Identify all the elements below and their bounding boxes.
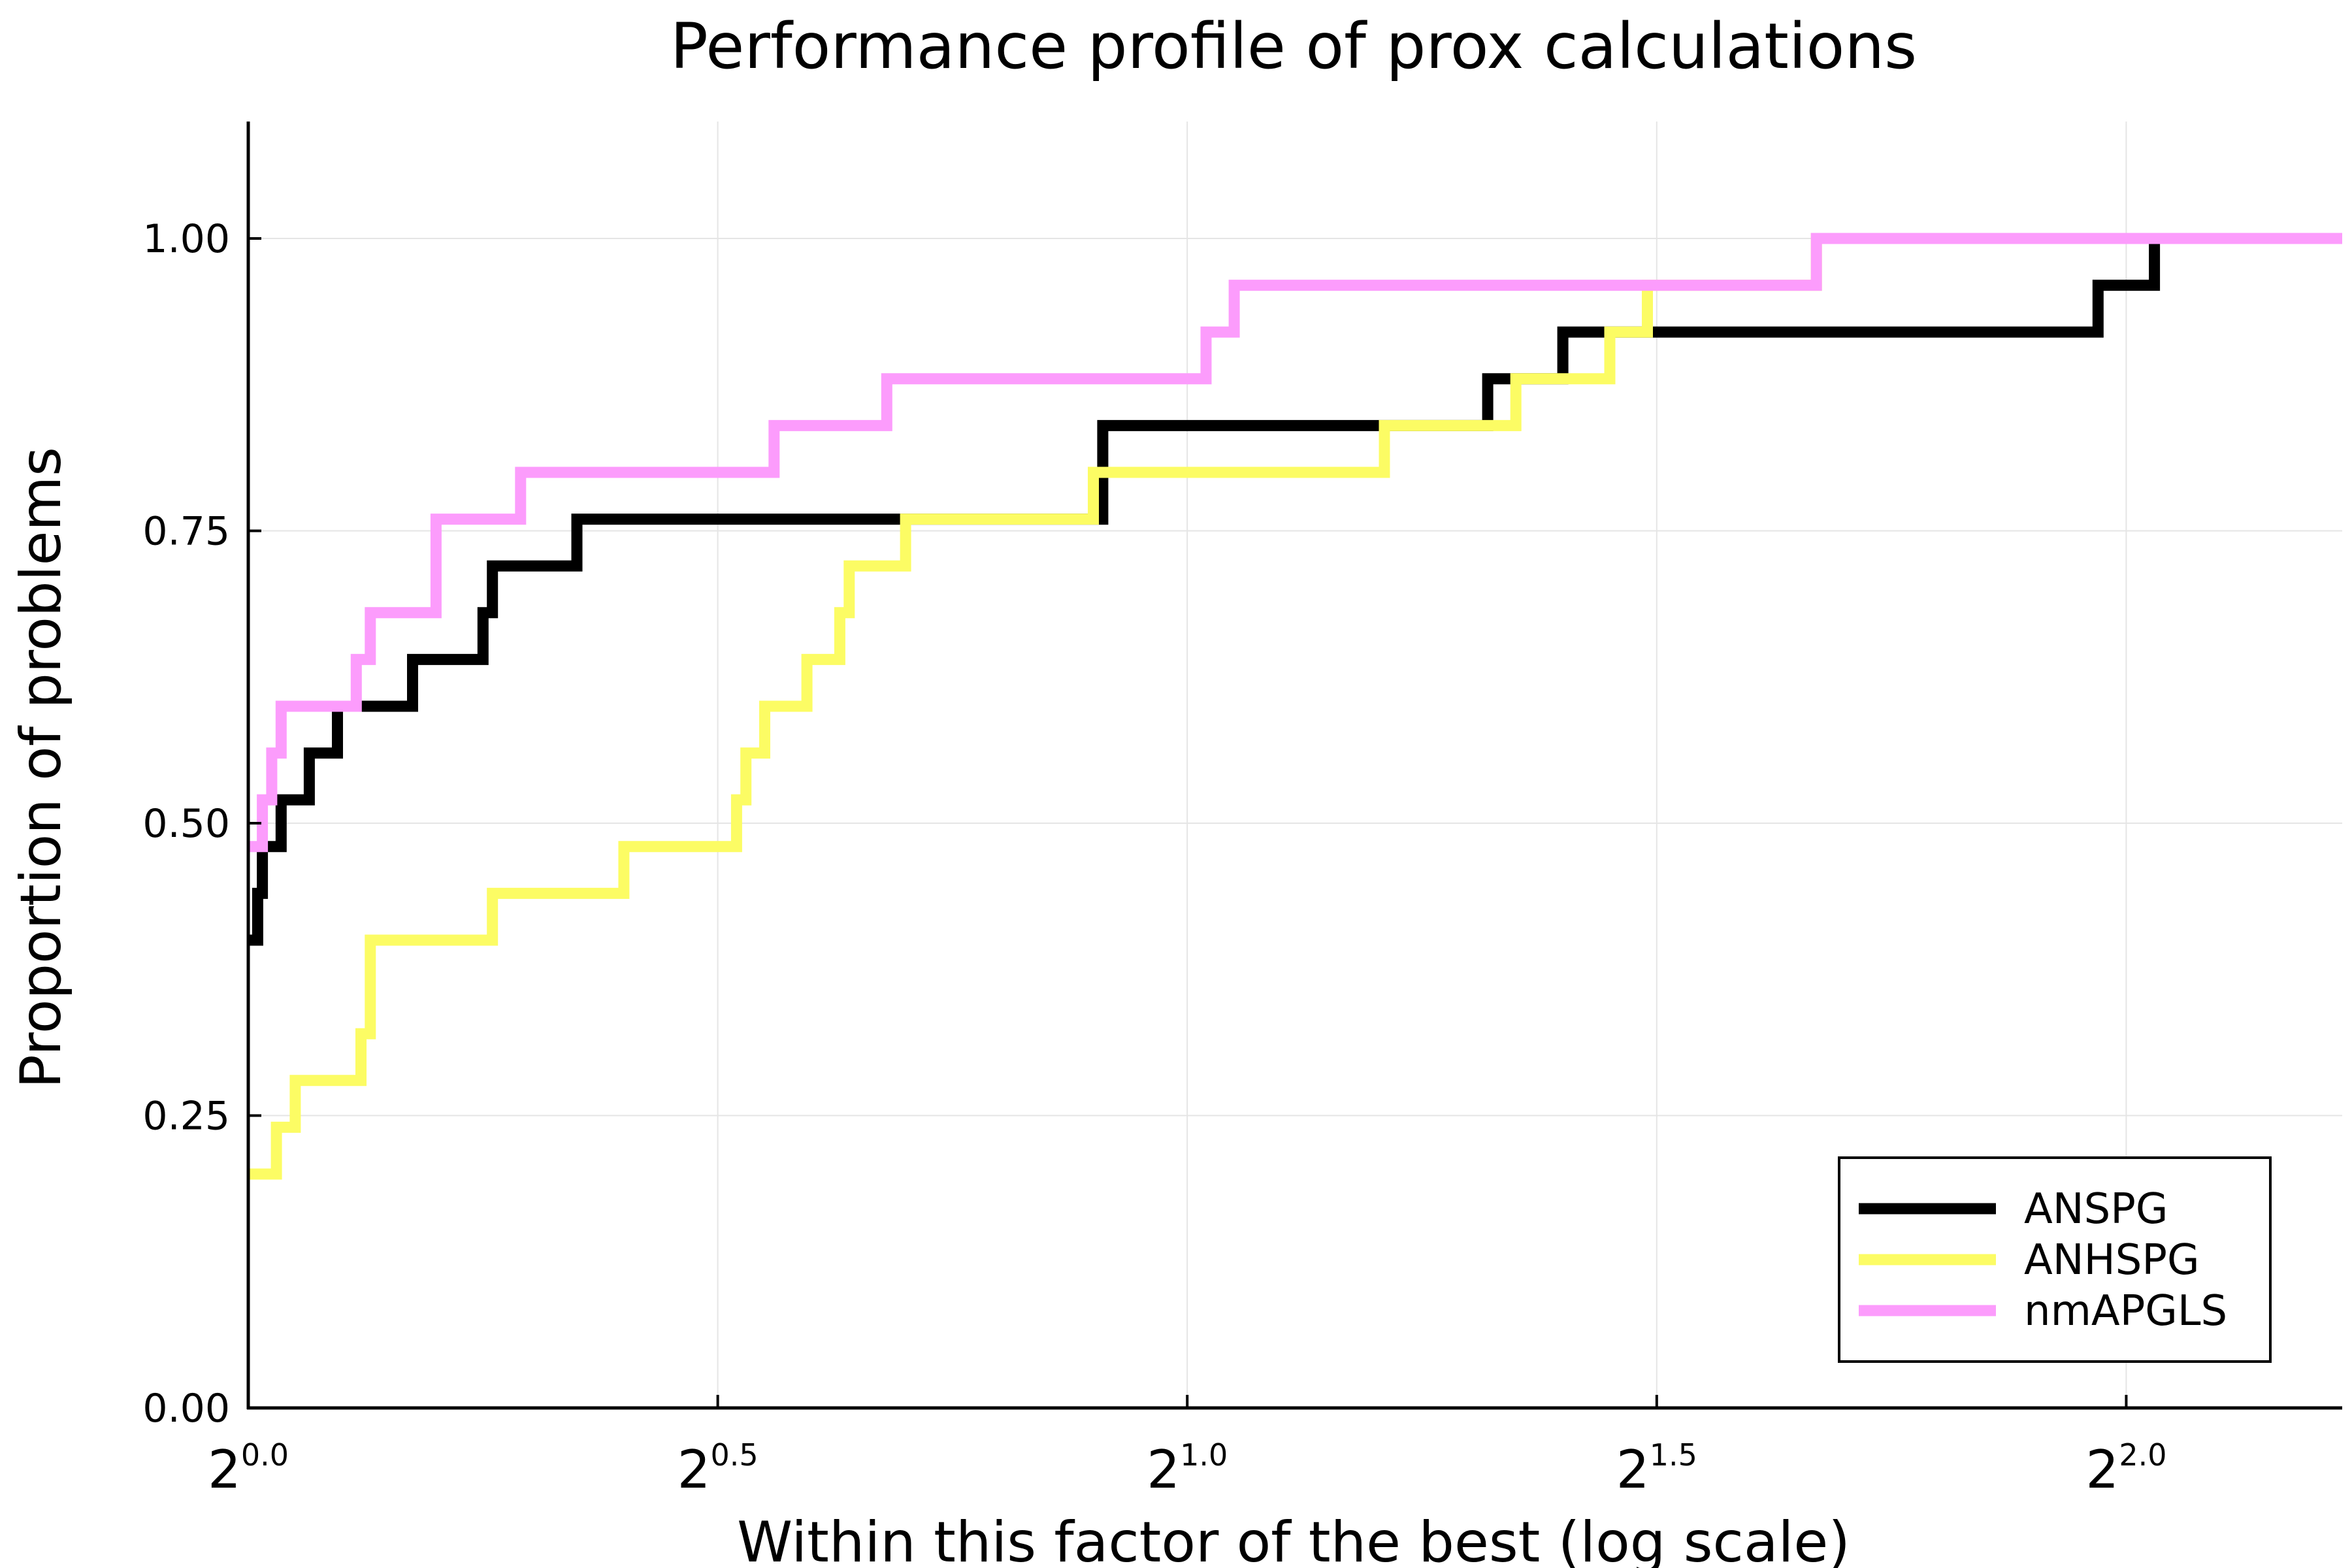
chart-title: Performance profile of prox calculations [670, 10, 1917, 83]
x-tick-label-1: 20.5 [678, 1437, 759, 1500]
series-lines [248, 233, 2342, 1180]
series-line-anspg [248, 233, 2342, 946]
legend-label-nmapgls: nmAPGLS [2024, 1287, 2227, 1335]
tick-labels: 0.00 0.25 0.50 0.75 1.00 20.0 20.5 21.0 21.5 22.0 [142, 216, 2166, 1500]
y-tick-label-1: 0.25 [142, 1094, 230, 1139]
y-tick-label-2: 0.50 [142, 801, 230, 847]
y-tick-label-4: 1.00 [142, 216, 230, 262]
series-line-anhspg [248, 233, 2342, 1180]
y-tick-label-0: 0.00 [142, 1386, 230, 1431]
x-tick-label-3: 21.5 [1616, 1437, 1697, 1500]
y-axis-label: Proportion of problems [8, 447, 74, 1088]
series-line-nmapgls [248, 233, 2342, 853]
x-tick-label-4: 22.0 [2085, 1437, 2166, 1500]
x-tick-label-0: 20.0 [208, 1437, 289, 1500]
axes [246, 122, 2342, 1410]
x-tick-label-2: 21.0 [1147, 1437, 1228, 1500]
x-axis-label: Within this factor of the best (log scal… [737, 1510, 1850, 1568]
y-tick-label-3: 0.75 [142, 509, 230, 555]
legend-label-anspg: ANSPG [2024, 1185, 2168, 1233]
legend-label-anhspg: ANHSPG [2024, 1236, 2200, 1284]
